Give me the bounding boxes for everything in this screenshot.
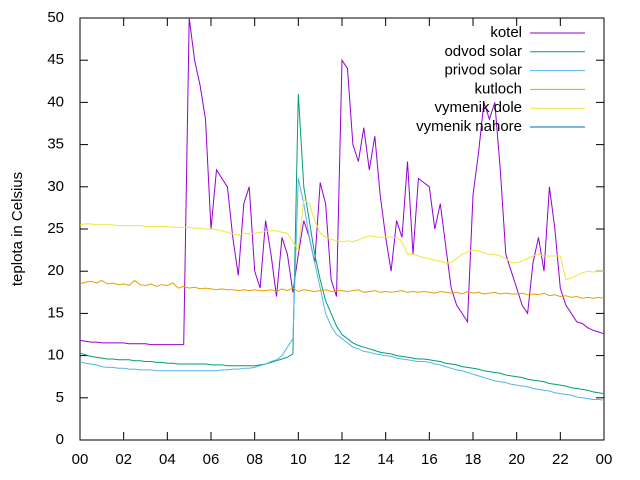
legend-label: kutloch — [474, 80, 522, 97]
y-tick-label: 15 — [47, 304, 64, 321]
y-tick-label: 10 — [47, 347, 64, 364]
x-tick-label: 14 — [377, 451, 394, 468]
x-tick-label: 16 — [421, 451, 438, 468]
x-tick-label: 22 — [552, 451, 569, 468]
legend-label: vymenik dole — [434, 99, 522, 116]
x-tick-label: 00 — [72, 451, 89, 468]
x-tick-label: 08 — [246, 451, 263, 468]
x-tick-label: 06 — [203, 451, 220, 468]
x-tick-label: 04 — [159, 451, 176, 468]
y-tick-label: 35 — [47, 136, 64, 153]
legend-label: vymenik nahore — [416, 118, 522, 135]
y-tick-label: 30 — [47, 178, 64, 195]
y-tick-label: 20 — [47, 262, 64, 279]
x-tick-label: 20 — [508, 451, 525, 468]
x-tick-label: 00 — [596, 451, 613, 468]
x-tick-label: 02 — [115, 451, 132, 468]
y-tick-label: 5 — [56, 389, 64, 406]
y-tick-label: 50 — [47, 9, 64, 26]
series-line — [79, 198, 604, 281]
legend-label: privod solar — [444, 62, 522, 79]
y-tick-label: 0 — [56, 431, 64, 448]
y-tick-label: 25 — [47, 220, 64, 237]
x-tick-label: 10 — [290, 451, 307, 468]
series-line — [79, 279, 605, 299]
y-tick-label: 40 — [47, 93, 64, 110]
series-line — [79, 178, 605, 401]
legend-label: kotel — [490, 24, 522, 41]
x-tick-label: 18 — [465, 451, 482, 468]
legend-label: odvod solar — [444, 43, 522, 60]
series-line — [79, 17, 605, 346]
x-tick-label: 12 — [334, 451, 351, 468]
series-line — [79, 93, 605, 395]
y-tick-label: 45 — [47, 51, 64, 68]
y-axis-label: teplota in Celsius — [9, 172, 26, 286]
